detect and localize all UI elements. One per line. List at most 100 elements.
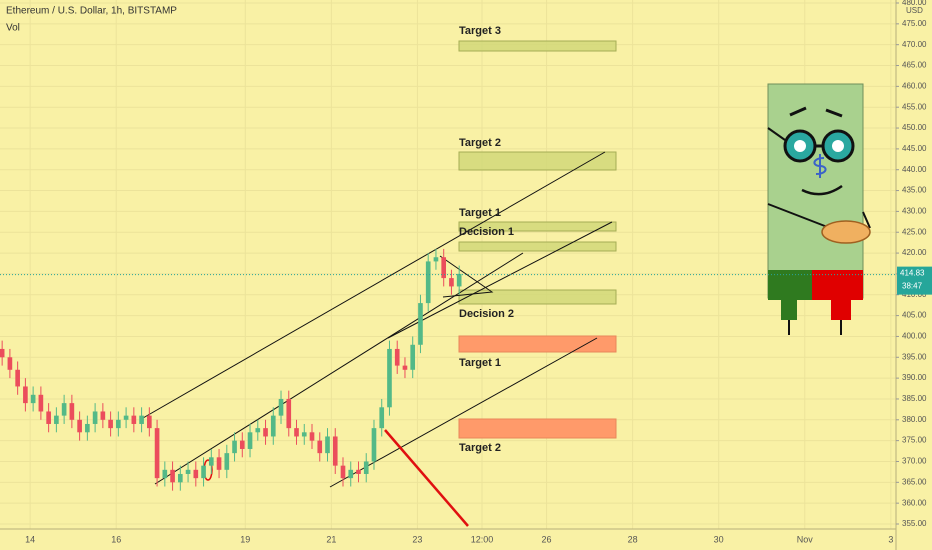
y-tick-label: 355.00: [902, 519, 927, 528]
candle-body: [154, 428, 160, 479]
mascot-leg: [781, 298, 797, 320]
candle-body: [0, 348, 5, 358]
candle-body: [433, 257, 439, 262]
candle-body: [286, 398, 292, 429]
annotation: Target 1: [459, 357, 501, 369]
candle-body: [92, 411, 98, 424]
candle-body: [61, 403, 67, 416]
y-tick-label: 405.00: [902, 311, 927, 320]
candle-body: [247, 432, 253, 449]
annotation: Target 3: [459, 25, 501, 37]
target-box: [458, 221, 617, 232]
candle-body: [441, 257, 447, 279]
x-tick-label: 19: [240, 534, 250, 544]
target-box: [458, 151, 617, 171]
trend-line: [142, 151, 606, 419]
candle-body: [449, 278, 454, 287]
y-tick-label: 475.00: [902, 19, 927, 28]
y-tick-label: 480.00: [902, 0, 927, 7]
candle-body: [193, 469, 199, 479]
trend-line: [154, 252, 524, 485]
candle-body: [402, 365, 408, 370]
candle-body: [30, 394, 36, 404]
candle-body: [108, 419, 113, 429]
triangle-pattern: [439, 255, 494, 298]
candle-body: [356, 469, 361, 474]
annotation: Target 2: [459, 442, 501, 454]
annotation: Decision 2: [459, 308, 514, 320]
candle-body: [15, 369, 20, 387]
target-box: [458, 335, 617, 353]
countdown-label: 38:47: [902, 282, 923, 291]
mascot-body: [767, 83, 864, 299]
mascot-smile: [801, 184, 843, 196]
candle-body: [170, 469, 175, 483]
candle-body: [418, 303, 423, 345]
candle-body: [379, 407, 385, 429]
y-tick-label: 380.00: [902, 415, 927, 424]
mascot-arm: [767, 203, 871, 229]
currency-label: USD: [906, 6, 923, 15]
candle-body: [85, 423, 90, 433]
chart-subtitle: Vol: [6, 23, 20, 34]
candle-body: [216, 457, 222, 470]
candle-body: [332, 436, 338, 466]
x-tick-label: 16: [111, 534, 121, 544]
mascot-brows: [789, 106, 843, 118]
candle-body: [177, 473, 183, 483]
x-tick-label: 26: [542, 534, 552, 544]
candle-body: [224, 453, 230, 470]
candle-body: [387, 348, 392, 408]
candle-body: [340, 465, 346, 479]
candle-body: [7, 357, 13, 370]
candle-body: [348, 469, 354, 479]
candle-body: [77, 419, 82, 433]
drawings: [142, 40, 617, 527]
target-box: [458, 418, 617, 439]
chart-title: Ethereum / U.S. Dollar, 1h, BITSTAMP: [6, 6, 177, 17]
candle-body: [239, 440, 245, 449]
y-tick-label: 430.00: [902, 207, 927, 216]
candle-body: [317, 440, 323, 454]
mascot-nose: [813, 154, 827, 178]
candle-body: [301, 432, 307, 437]
candles: [0, 248, 462, 491]
candle-body: [232, 440, 237, 454]
trend-line: [387, 221, 613, 339]
y-tick-label: 360.00: [902, 498, 927, 507]
x-tick-label: 30: [714, 534, 724, 544]
candle-body: [294, 428, 299, 437]
annotation: Decision 1: [459, 226, 514, 238]
candle-body: [147, 415, 152, 429]
candle-body: [371, 428, 377, 462]
y-tick-label: 390.00: [902, 373, 927, 382]
candle-body: [270, 415, 276, 437]
candle-body: [394, 348, 400, 366]
red-line: [384, 429, 469, 527]
mascot-coin: [821, 220, 871, 244]
candle-body: [185, 469, 191, 474]
y-tick-label: 455.00: [902, 102, 927, 111]
candle-body: [23, 386, 28, 404]
candle-body: [456, 273, 462, 287]
x-tick-label: Nov: [797, 534, 814, 544]
candle-body: [131, 415, 137, 424]
mascot-pupil: [832, 140, 844, 152]
y-tick-label: 375.00: [902, 436, 927, 445]
y-tick-label: 440.00: [902, 165, 927, 174]
candle-body: [255, 428, 261, 433]
candle-body: [100, 411, 106, 420]
y-tick-label: 445.00: [902, 144, 927, 153]
target-box: [458, 40, 617, 52]
x-tick-label: 3: [888, 534, 893, 544]
y-tick-label: 435.00: [902, 186, 927, 195]
candle-body: [278, 398, 284, 416]
grid: [0, 0, 896, 529]
decision-box: [458, 289, 617, 305]
x-tick-label: 28: [628, 534, 638, 544]
candle-body: [263, 428, 268, 437]
y-tick-label: 450.00: [902, 123, 927, 132]
decision-box: [458, 241, 617, 252]
mascot: [767, 83, 871, 335]
y-tick-label: 470.00: [902, 40, 927, 49]
